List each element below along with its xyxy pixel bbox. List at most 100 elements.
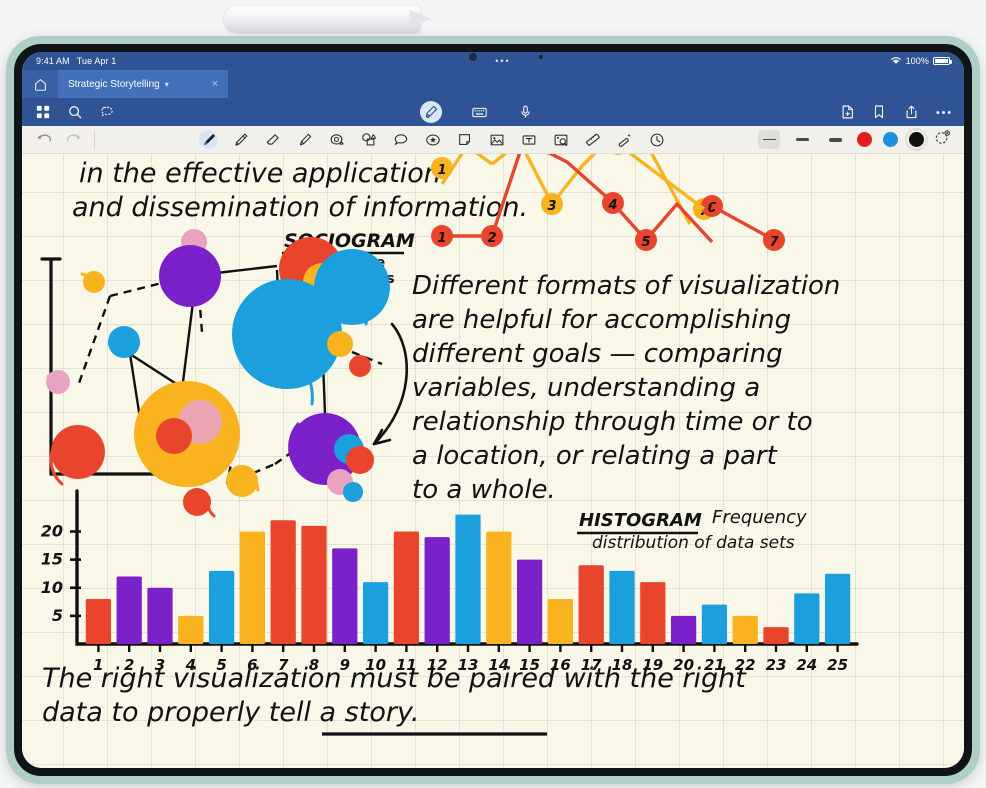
body-line-0: Different formats of visualization bbox=[412, 271, 840, 301]
x-tick-label: 24 bbox=[796, 656, 817, 674]
node-pink-1 bbox=[46, 370, 70, 394]
histogram-bar bbox=[393, 531, 420, 644]
share-icon[interactable] bbox=[902, 103, 920, 121]
histogram-bar bbox=[640, 582, 666, 644]
node-red-inner bbox=[156, 418, 192, 454]
image-icon[interactable] bbox=[487, 130, 506, 149]
lasso-sparkle-icon[interactable] bbox=[98, 103, 116, 121]
x-tick-label: 8 bbox=[309, 656, 319, 674]
note-top-line-1: in the effective application bbox=[79, 158, 441, 189]
x-tick-label: 15 bbox=[519, 656, 540, 674]
body-line-2: different goals — comparing bbox=[412, 339, 783, 369]
svg-text:3: 3 bbox=[547, 199, 556, 214]
svg-text:7: 7 bbox=[769, 235, 779, 250]
search-icon[interactable] bbox=[66, 103, 84, 121]
chevron-down-icon[interactable]: ▾ bbox=[164, 79, 169, 89]
stroke-thin[interactable] bbox=[758, 130, 780, 149]
color-red[interactable] bbox=[857, 132, 872, 147]
keyboard-icon[interactable] bbox=[470, 103, 488, 121]
node-yellow-2 bbox=[226, 465, 258, 497]
histogram-bar bbox=[178, 615, 204, 644]
x-tick-label: 5 bbox=[216, 656, 226, 674]
magic-wand-icon[interactable] bbox=[615, 130, 634, 149]
eraser-icon[interactable] bbox=[263, 130, 282, 149]
device-screen: 9:41 AM Tue Apr 1 ••• 100% Strategic Sto… bbox=[22, 52, 964, 768]
histogram-title: HISTOGRAM bbox=[579, 510, 702, 531]
node-blue-1 bbox=[108, 326, 140, 358]
home-icon[interactable] bbox=[22, 70, 58, 98]
redo-icon[interactable] bbox=[66, 131, 82, 149]
histogram-bar bbox=[732, 615, 758, 644]
clock-icon[interactable] bbox=[647, 130, 666, 149]
app-toolbar bbox=[22, 98, 964, 126]
x-tick-label: 3 bbox=[155, 656, 165, 674]
x-tick-label: 14 bbox=[488, 656, 509, 674]
x-tick-label: 18 bbox=[612, 656, 633, 674]
shapes-icon[interactable] bbox=[359, 130, 378, 149]
device-bezel: 9:41 AM Tue Apr 1 ••• 100% Strategic Sto… bbox=[14, 44, 972, 776]
stroke-medium[interactable] bbox=[791, 130, 813, 149]
pen-edit-icon[interactable] bbox=[420, 101, 442, 123]
histogram-bar bbox=[270, 520, 296, 644]
ambient-sensor bbox=[539, 55, 543, 59]
node-red-4 bbox=[346, 446, 374, 474]
x-tick-label: 17 bbox=[581, 656, 602, 674]
tape-icon[interactable] bbox=[327, 130, 346, 149]
ruler-icon[interactable] bbox=[583, 130, 602, 149]
svg-text:5: 5 bbox=[641, 235, 650, 250]
multitask-handle[interactable]: ••• bbox=[495, 56, 511, 66]
photo-search-icon[interactable] bbox=[551, 130, 570, 149]
node-red-3 bbox=[183, 488, 211, 516]
histogram-label-group: HISTOGRAM Frequency distribution of data… bbox=[577, 507, 807, 553]
histogram-bar bbox=[609, 570, 635, 644]
sticky-note-icon[interactable] bbox=[455, 130, 474, 149]
svg-text:2: 2 bbox=[487, 231, 496, 246]
histogram-bar bbox=[147, 587, 173, 644]
highlighter-icon[interactable] bbox=[295, 130, 314, 149]
color-picker-icon[interactable] bbox=[935, 129, 950, 150]
status-bar: 9:41 AM Tue Apr 1 ••• 100% bbox=[22, 52, 964, 70]
close-icon[interactable]: × bbox=[211, 78, 218, 90]
x-tick-label: 9 bbox=[340, 656, 350, 674]
lasso-icon[interactable] bbox=[391, 130, 410, 149]
text-box-icon[interactable] bbox=[519, 130, 538, 149]
pen-icon[interactable] bbox=[199, 130, 218, 149]
document-tab[interactable]: Strategic Storytelling ▾ × bbox=[58, 70, 228, 98]
svg-text:6: 6 bbox=[707, 201, 716, 216]
stroke-thick[interactable] bbox=[824, 130, 846, 149]
x-tick-label: 12 bbox=[427, 656, 448, 674]
body-line-4: relationship through time or to bbox=[412, 407, 813, 437]
undo-icon[interactable] bbox=[36, 131, 52, 149]
node-purple-1 bbox=[159, 245, 221, 307]
histogram-bar bbox=[794, 593, 820, 644]
histogram-bar bbox=[763, 627, 789, 644]
x-tick-label: 20 bbox=[673, 656, 694, 674]
pencil-icon[interactable] bbox=[231, 130, 250, 149]
tab-bar: Strategic Storytelling ▾ × bbox=[22, 70, 964, 98]
microphone-icon[interactable] bbox=[516, 103, 534, 121]
histogram-bar bbox=[486, 531, 512, 644]
histogram-sub-1: Frequency bbox=[712, 507, 807, 528]
x-tick-label: 16 bbox=[550, 656, 571, 674]
y-tick-label: 5 bbox=[52, 606, 63, 625]
battery-full-icon bbox=[932, 57, 952, 65]
histogram-bar bbox=[670, 615, 697, 644]
body-line-5: a location, or relating a part bbox=[412, 441, 778, 471]
sociogram-axis bbox=[40, 257, 194, 476]
new-page-icon[interactable] bbox=[838, 103, 856, 121]
histogram-bar bbox=[332, 548, 358, 644]
histogram-bar bbox=[208, 570, 235, 644]
grid-view-icon[interactable] bbox=[34, 103, 52, 121]
note-canvas[interactable]: in the effective application and dissemi… bbox=[22, 154, 964, 768]
histogram-bar bbox=[301, 525, 327, 644]
node-yellow-3 bbox=[327, 331, 353, 357]
sticker-icon[interactable] bbox=[423, 130, 442, 149]
stylus-body bbox=[224, 6, 420, 32]
node-red-1 bbox=[51, 425, 105, 479]
more-options-icon[interactable] bbox=[934, 103, 952, 121]
color-blue[interactable] bbox=[883, 132, 898, 147]
bookmark-icon[interactable] bbox=[870, 103, 888, 121]
color-black[interactable] bbox=[905, 128, 928, 151]
line-chart-red-points: 1 2 4 5 6 7 bbox=[431, 192, 785, 251]
histogram-bar bbox=[424, 537, 450, 644]
